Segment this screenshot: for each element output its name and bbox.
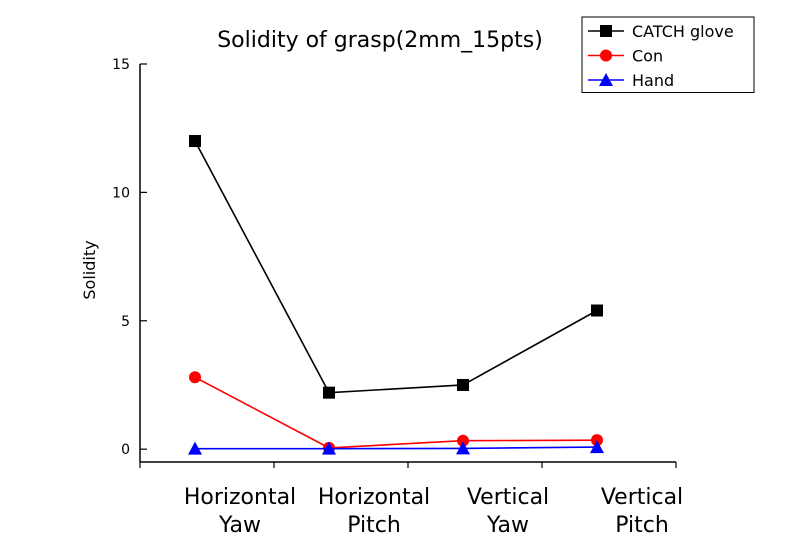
x-category-label-line: Vertical <box>467 485 549 510</box>
x-category-label: Horizontal Yaw <box>184 485 296 538</box>
data-point-con <box>457 434 469 447</box>
x-category-label: Vertical Pitch <box>601 485 683 538</box>
x-category-label-line: Vertical <box>601 485 683 510</box>
legend-label-catch-glove: CATCH glove <box>632 22 734 41</box>
data-point-hand <box>456 441 470 455</box>
data-point-hand <box>188 441 202 455</box>
series-con <box>189 371 603 454</box>
x-category-label-line: Horizontal <box>184 485 296 510</box>
legend-marker-con <box>600 49 612 62</box>
x-category-label-line: Yaw <box>218 513 261 538</box>
x-category-label-line: Pitch <box>347 513 401 538</box>
legend-marker-hand <box>599 73 613 86</box>
legend-label-hand: Hand <box>632 71 674 90</box>
legend-marker-catch-glove <box>600 25 612 37</box>
x-category-label: Vertical Yaw <box>467 485 549 538</box>
y-axis-ticks: 0 5 10 15 <box>112 57 147 458</box>
data-point-catch-glove <box>323 386 335 399</box>
axes <box>139 64 676 463</box>
legend-label-con: Con <box>632 47 663 66</box>
x-category-label-line: Yaw <box>486 513 529 538</box>
data-point-hand <box>590 440 604 454</box>
y-tick-label: 0 <box>121 442 130 458</box>
data-point-con <box>189 371 201 384</box>
data-point-catch-glove <box>189 135 201 148</box>
data-point-catch-glove <box>591 304 603 317</box>
x-category-label-line: Horizontal <box>318 485 430 510</box>
series-catch-glove <box>189 135 603 399</box>
data-point-hand <box>322 441 336 455</box>
series-hand <box>188 440 604 455</box>
data-point-catch-glove <box>457 378 469 391</box>
chart-title: Solidity of grasp(2mm_15pts) <box>217 28 543 53</box>
x-category-label-line: Pitch <box>615 513 669 538</box>
series-layer <box>188 135 604 455</box>
series-line-hand <box>195 446 598 450</box>
legend: CATCH glove Con Hand <box>581 16 755 93</box>
x-category-label: Horizontal Pitch <box>318 485 430 538</box>
series-line-catch-glove <box>194 140 598 394</box>
series-line-con <box>194 376 598 449</box>
y-tick-label: 10 <box>112 185 130 201</box>
y-axis-title: Solidity <box>80 240 99 299</box>
y-tick-label: 15 <box>112 57 130 73</box>
y-tick-label: 5 <box>121 314 130 330</box>
